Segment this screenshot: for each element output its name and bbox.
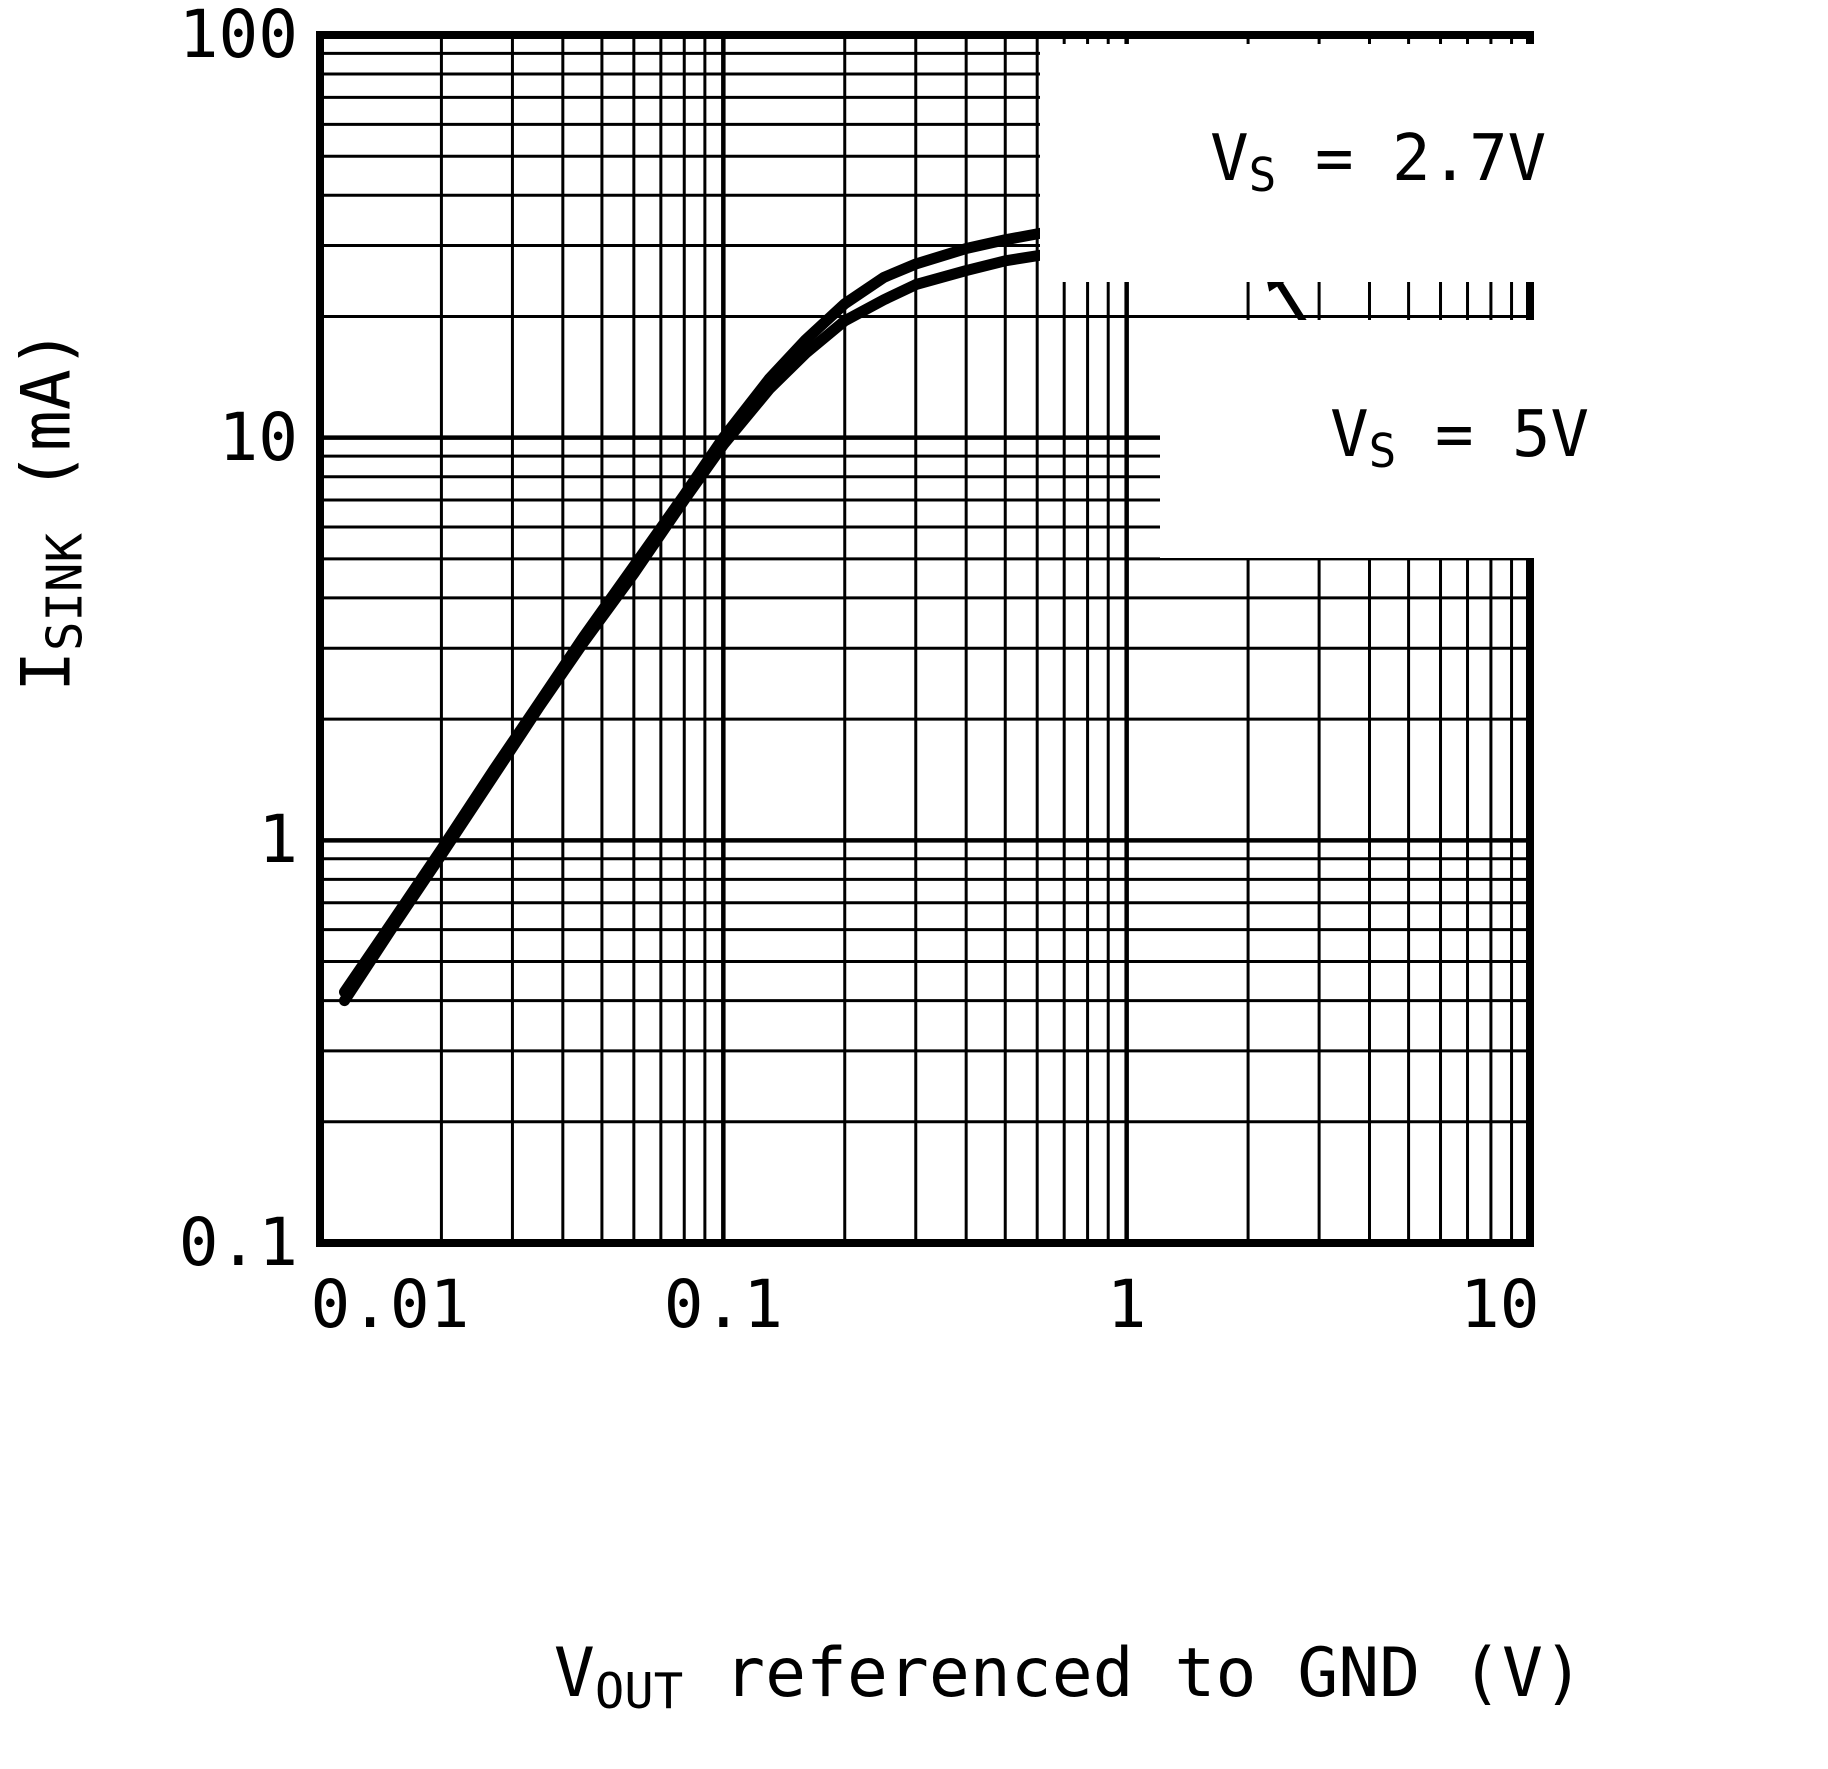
series-label-vs-5v: VS = 5V bbox=[1160, 320, 1606, 558]
y-tick-label-100: 100 bbox=[178, 0, 298, 73]
y-axis-title-main: I bbox=[7, 650, 87, 692]
y-tick-label-0.1: 0.1 bbox=[178, 1204, 298, 1281]
y-tick-label-10: 10 bbox=[218, 398, 298, 476]
x-axis-title-main: V bbox=[553, 1634, 595, 1713]
series-label-vs-5v-sub: S bbox=[1368, 424, 1397, 479]
y-tick-label-1: 1 bbox=[258, 801, 298, 879]
x-axis-title-rest: referenced to GND (V) bbox=[683, 1634, 1584, 1713]
y-axis-title-rest: (mA) bbox=[7, 328, 87, 534]
series-label-vs-2p7v-main: V bbox=[1210, 122, 1249, 197]
plot-border bbox=[316, 31, 1534, 1247]
x-tick-label-10: 10 bbox=[1460, 1266, 1540, 1343]
series-label-vs-2p7v-rest: = 2.7V bbox=[1276, 122, 1547, 197]
x-axis-title-sub: OUT bbox=[594, 1662, 684, 1720]
x-tick-label-1: 1 bbox=[1106, 1266, 1147, 1343]
x-tick-label-0.01: 0.01 bbox=[310, 1266, 470, 1343]
x-axis-title: VOUT referenced to GND (V) bbox=[390, 1572, 1584, 1769]
series-label-vs-5v-main: V bbox=[1330, 398, 1369, 473]
series-label-vs-2p7v: VS = 2.7V bbox=[1040, 44, 1563, 282]
series-label-vs-2p7v-sub: S bbox=[1248, 148, 1277, 203]
y-axis-title-sub: SINK bbox=[36, 533, 94, 651]
y-axis-title: ISINK (mA) bbox=[0, 328, 158, 855]
x-tick-label-0.1: 0.1 bbox=[663, 1266, 783, 1343]
series-label-vs-5v-rest: = 5V bbox=[1396, 398, 1590, 473]
series-line-0 bbox=[339, 179, 1293, 998]
